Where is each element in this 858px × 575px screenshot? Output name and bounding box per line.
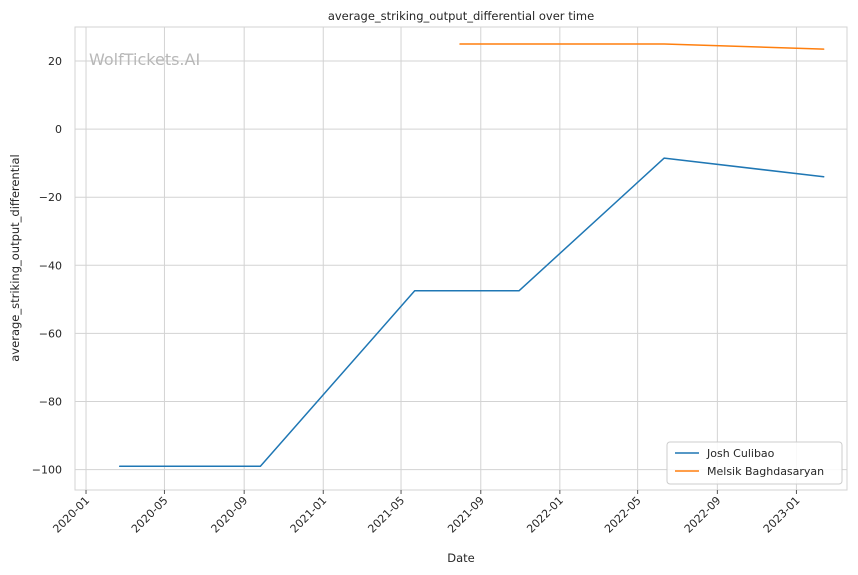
x-tick-label: 2020-05 <box>129 494 171 536</box>
x-gridlines <box>85 27 797 490</box>
x-tick-label: 2021-09 <box>445 494 487 536</box>
x-tick-label: 2020-09 <box>209 494 251 536</box>
x-tick-label: 2023-01 <box>761 494 803 536</box>
legend: Josh Culibao Melsik Baghdasaryan <box>666 441 843 485</box>
x-tick-label: 2020-01 <box>50 494 92 536</box>
legend-label-josh-culibao: Josh Culibao <box>706 447 775 460</box>
y-tick-label: −100 <box>32 464 62 477</box>
y-axis-title: average_striking_output_differential <box>8 154 22 361</box>
chart-title: average_striking_output_differential ove… <box>328 9 594 23</box>
x-tick-label: 2021-05 <box>365 494 407 536</box>
x-axis-title: Date <box>447 551 475 565</box>
y-tick-label: 20 <box>48 55 62 68</box>
y-tick-label: −60 <box>39 327 62 340</box>
y-tick-label: −80 <box>39 395 62 408</box>
x-tick-label: 2022-05 <box>602 494 644 536</box>
x-tick-label: 2021-01 <box>288 494 330 536</box>
x-tick-label: 2022-09 <box>682 494 724 536</box>
legend-box <box>666 441 843 485</box>
series-lines <box>118 43 825 467</box>
x-tick-labels: 2020-01 2020-05 2020-09 2021-01 2021-05 2021-… <box>50 490 803 536</box>
watermark: WolfTickets.AI <box>89 50 200 69</box>
y-tick-label: −40 <box>39 259 62 272</box>
x-tick-label: 2022-01 <box>524 494 566 536</box>
legend-label-melsik-baghdasaryan: Melsik Baghdasaryan <box>707 465 824 478</box>
y-gridlines <box>75 60 847 471</box>
series-line-josh-culibao <box>118 157 825 467</box>
series-line-melsik-baghdasaryan <box>459 43 825 50</box>
y-tick-label: 0 <box>55 123 62 136</box>
y-tick-labels: 20 0 −20 −40 −60 −80 −100 <box>32 55 62 477</box>
plot-area <box>74 26 848 491</box>
y-tick-label: −20 <box>39 191 62 204</box>
